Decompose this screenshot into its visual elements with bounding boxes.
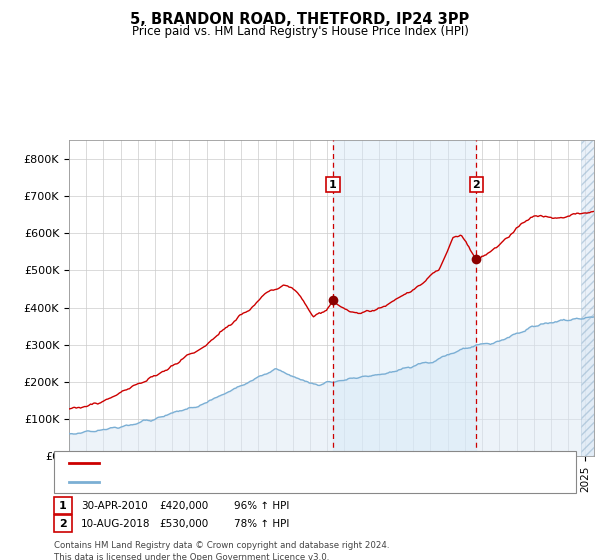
Text: 2: 2 [473, 180, 480, 190]
Bar [333, 140, 476, 456]
Text: £420,000: £420,000 [159, 501, 208, 511]
Text: 5, BRANDON ROAD, THETFORD, IP24 3PP (detached house): 5, BRANDON ROAD, THETFORD, IP24 3PP (det… [105, 459, 413, 468]
Text: 30-APR-2010: 30-APR-2010 [81, 501, 148, 511]
Text: 78% ↑ HPI: 78% ↑ HPI [234, 519, 289, 529]
Text: 2: 2 [59, 519, 67, 529]
Text: Price paid vs. HM Land Registry's House Price Index (HPI): Price paid vs. HM Land Registry's House … [131, 25, 469, 38]
Text: £530,000: £530,000 [159, 519, 208, 529]
Text: Contains HM Land Registry data © Crown copyright and database right 2024.
This d: Contains HM Land Registry data © Crown c… [54, 541, 389, 560]
Text: 1: 1 [329, 180, 337, 190]
Text: 10-AUG-2018: 10-AUG-2018 [81, 519, 151, 529]
Text: 5, BRANDON ROAD, THETFORD, IP24 3PP: 5, BRANDON ROAD, THETFORD, IP24 3PP [130, 12, 470, 27]
Text: HPI: Average price, detached house, Breckland: HPI: Average price, detached house, Brec… [105, 477, 350, 487]
Text: 1: 1 [59, 501, 67, 511]
Text: 96% ↑ HPI: 96% ↑ HPI [234, 501, 289, 511]
